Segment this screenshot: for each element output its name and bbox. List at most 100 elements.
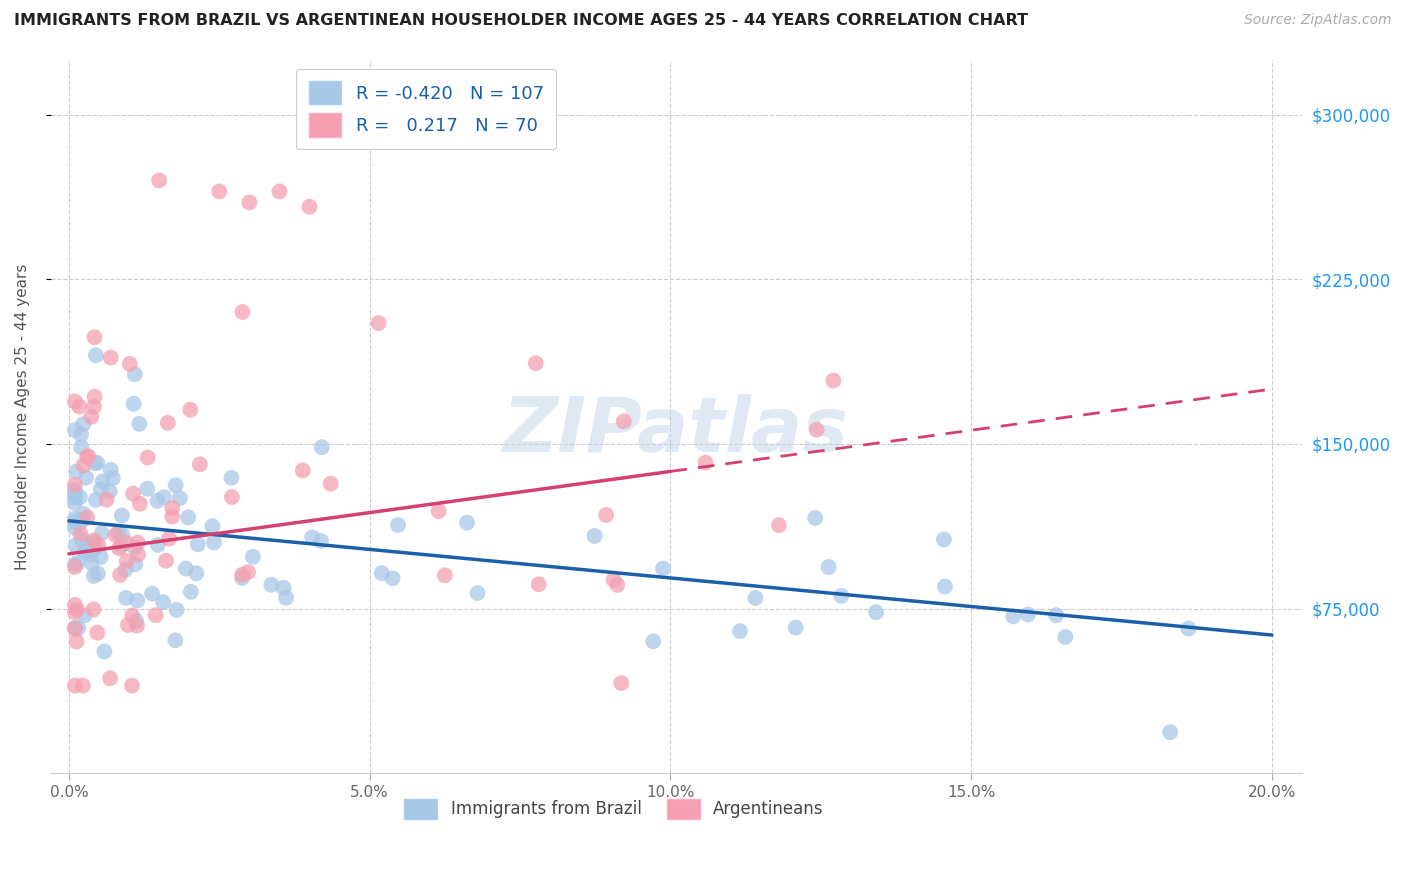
Point [121,608,143,623]
Point [128,497,150,511]
Point [108,541,131,556]
Point [63,679,86,693]
Point [63,483,86,498]
Point [309,534,332,549]
Point [232,305,254,319]
Point [127,548,149,562]
Point [83,400,105,414]
Point [152,595,174,609]
Point [83,542,105,557]
Point [83,602,105,616]
Point [117,618,139,632]
Point [527,577,550,591]
Point [242,549,264,564]
Point [111,528,134,542]
Point [70,427,93,442]
Point [72,507,94,521]
Point [1045,608,1067,623]
Point [319,476,342,491]
Point [107,526,129,541]
Point [84,348,107,362]
Point [291,463,314,477]
Point [823,374,845,388]
Point [162,500,184,515]
Point [187,537,209,551]
Point [67,621,90,635]
Point [456,516,478,530]
Point [63,423,86,437]
Point [367,316,389,330]
Point [104,528,127,542]
Point [90,549,112,564]
Point [87,538,110,552]
Point [160,509,183,524]
Point [169,491,191,505]
Point [63,558,86,572]
Point [76,510,98,524]
Point [72,417,94,431]
Point [830,589,852,603]
Point [186,566,208,581]
Point [238,195,260,210]
Point [188,458,211,472]
Point [73,608,96,623]
Point [101,471,124,485]
Point [583,529,606,543]
Point [118,357,141,371]
Point [67,400,90,414]
Point [63,477,86,491]
Point [69,527,91,541]
Point [115,554,138,568]
Point [63,496,86,510]
Point [932,533,955,547]
Text: ZIPatlas: ZIPatlas [503,393,849,467]
Point [1054,630,1077,644]
Point [427,504,450,518]
Point [269,185,291,199]
Point [72,679,94,693]
Point [1017,607,1039,622]
Point [63,621,86,635]
Legend: Immigrants from Brazil, Argentineans: Immigrants from Brazil, Argentineans [398,792,831,826]
Point [202,535,225,549]
Point [82,535,104,549]
Point [643,634,665,648]
Point [166,603,188,617]
Point [72,458,94,473]
Point [79,548,101,562]
Point [122,397,145,411]
Point [381,571,404,585]
Point [70,440,93,454]
Point [148,173,170,187]
Point [111,508,134,523]
Point [865,605,887,619]
Point [73,545,96,559]
Point [77,449,100,463]
Point [86,456,108,470]
Point [934,580,956,594]
Point [524,356,547,370]
Point [73,541,96,555]
Point [100,351,122,365]
Point [100,463,122,477]
Point [153,490,176,504]
Point [63,622,86,636]
Point [146,493,169,508]
Point [115,591,138,605]
Point [1159,725,1181,739]
Point [276,591,298,605]
Point [695,456,717,470]
Point [179,402,201,417]
Point [165,633,187,648]
Point [201,519,224,533]
Point [83,533,105,548]
Point [90,482,112,496]
Point [177,510,200,524]
Point [91,475,114,489]
Point [155,554,177,568]
Point [63,487,86,501]
Point [72,533,94,547]
Point [80,409,103,424]
Point [108,567,131,582]
Point [84,456,107,470]
